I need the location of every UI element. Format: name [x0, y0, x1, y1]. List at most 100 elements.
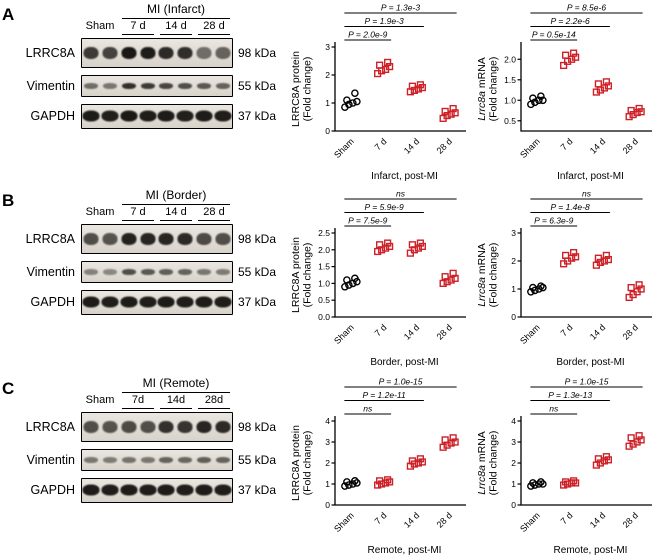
- chart-lrrc8a-protein-infarct: 0 1 2 3 LRRC8A protein (Fold change) Sham 7 d 14…: [290, 3, 466, 182]
- blot-image-vimentin: [81, 74, 233, 97]
- data-point-sham: [343, 96, 351, 104]
- y-tick-label: 0: [325, 500, 330, 510]
- x-tick-label: 7 d: [559, 322, 575, 338]
- protein-band: [120, 296, 138, 308]
- protein-band: [215, 46, 231, 59]
- protein-band: [215, 456, 230, 463]
- protein-band: [82, 296, 100, 308]
- data-point-sham: [349, 99, 357, 107]
- data-point-mi: [410, 246, 418, 254]
- p-value-label: ns: [582, 189, 592, 199]
- data-point-sham: [351, 477, 359, 485]
- protein-band: [177, 232, 193, 245]
- protein-band: [102, 232, 118, 245]
- protein-band: [84, 82, 99, 89]
- y-tick-label: 3: [325, 42, 330, 52]
- data-point-mi: [384, 239, 392, 247]
- protein-band: [82, 110, 100, 122]
- protein-band: [157, 296, 175, 308]
- protein-band: [121, 232, 137, 245]
- data-point-mi: [378, 246, 386, 254]
- y-tick-label: 0: [325, 126, 330, 136]
- data-point-mi: [384, 58, 392, 67]
- lane-label-7d: 7 d: [122, 20, 154, 35]
- y-tick-label: 2: [325, 458, 330, 468]
- blot-image-vimentin: [81, 448, 233, 471]
- y-tick-label: 0.5: [318, 295, 330, 305]
- protein-band: [196, 456, 211, 463]
- y-tick-label: 1: [511, 284, 516, 294]
- data-point-sham: [341, 282, 349, 291]
- protein-band: [215, 420, 231, 433]
- kda-label-98: 98 kDa: [238, 45, 277, 60]
- kda-label-37: 37 kDa: [238, 295, 277, 310]
- protein-band: [176, 296, 194, 308]
- data-point-sham: [539, 480, 547, 488]
- p-value-label: ns: [363, 404, 373, 414]
- protein-band: [178, 82, 193, 89]
- p-value-label: P = 8.5e-6: [567, 3, 606, 13]
- data-point-mi: [562, 51, 570, 59]
- y-tick-label: 0: [511, 500, 516, 510]
- protein-band: [83, 420, 99, 433]
- data-point-mi: [572, 479, 580, 487]
- protein-label-vimentin: Vimentin: [26, 78, 75, 93]
- x-tick-label: 7 d: [373, 136, 389, 152]
- protein-band: [84, 456, 99, 463]
- protein-band: [157, 110, 175, 122]
- panel-letter-a: A: [2, 5, 15, 24]
- blot-header-infarct: MI (Infarct) Sham 7 d 14 d 28 d: [81, 2, 233, 35]
- data-point-mi: [570, 477, 578, 485]
- chart-axes: [334, 416, 466, 506]
- blot-header-remote: MI (Remote) Sham 7d 14d 28d: [81, 376, 233, 409]
- chart-axes: [334, 228, 466, 318]
- protein-band: [139, 110, 157, 122]
- y-tick-label: 2.5: [318, 228, 330, 238]
- lane-label-sham: Sham: [85, 19, 115, 32]
- data-point-sham: [529, 479, 537, 487]
- y-tick-label: 0.5: [504, 116, 516, 126]
- lane-label-28d: 28 d: [198, 206, 230, 221]
- lane-label-sham: Sham: [85, 205, 115, 218]
- chart-lrrc8a-mrna-border: 0 1 2 3 Lrrc8a mRNA (Fold change) Sham 7 d 14 d 2…: [476, 189, 652, 368]
- protein-band: [159, 456, 174, 463]
- protein-band: [215, 268, 230, 275]
- x-tick-label: 28 d: [621, 136, 640, 155]
- data-point-mi: [602, 78, 610, 86]
- data-point-sham: [529, 94, 537, 103]
- mi-group-bracket: [122, 17, 230, 19]
- data-point-mi: [562, 478, 570, 486]
- protein-band: [83, 46, 99, 59]
- data-point-mi: [568, 55, 576, 63]
- x-tick-label: 14 d: [402, 322, 421, 341]
- p-value-label: P = 1.3e-3: [381, 3, 420, 13]
- data-point-sham: [529, 283, 537, 292]
- data-point-mi: [627, 434, 635, 442]
- data-point-mi: [572, 53, 580, 61]
- protein-band: [195, 484, 213, 496]
- data-point-mi: [594, 455, 602, 463]
- data-point-mi: [604, 255, 612, 264]
- y-tick-label: 4: [325, 416, 330, 426]
- x-axis-label: Infarct, post-MI: [557, 171, 624, 182]
- protein-band: [196, 268, 211, 275]
- data-point-mi: [594, 80, 602, 88]
- x-tick-label: 28 d: [621, 510, 640, 529]
- data-point-mi: [416, 455, 424, 463]
- data-point-mi: [441, 107, 449, 116]
- data-point-mi: [384, 476, 392, 484]
- data-point-mi: [629, 111, 637, 119]
- x-tick-label: 14 d: [588, 322, 607, 341]
- chart-lrrc8a-mrna-remote: 0 1 2 3 4 Lrrc8a mRNA (Fold change) Sham 7 d 14 d…: [476, 377, 652, 556]
- protein-band: [140, 268, 155, 275]
- mi-group-bracket: [122, 391, 230, 393]
- data-point-mi: [560, 61, 568, 70]
- data-point-mi: [416, 81, 424, 89]
- panel-letter-b: B: [2, 191, 15, 210]
- data-point-sham: [537, 92, 545, 100]
- p-value-label: P = 2.0e-9: [348, 30, 387, 40]
- data-point-sham: [343, 276, 351, 284]
- protein-band: [176, 110, 194, 122]
- protein-band: [82, 484, 100, 496]
- x-axis-label: Border, post-MI: [370, 357, 438, 368]
